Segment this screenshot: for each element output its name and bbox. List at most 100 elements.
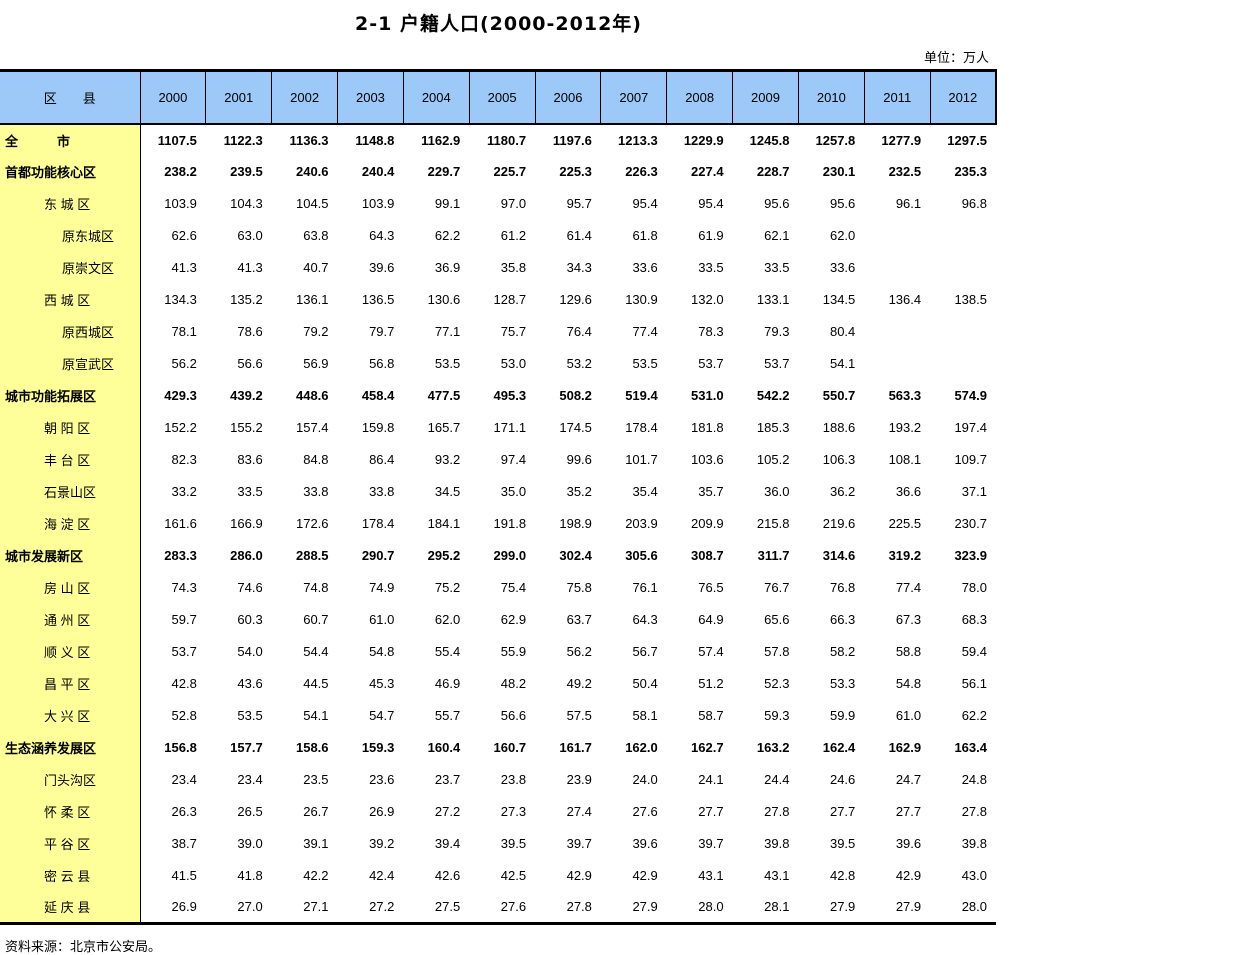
cell-value: 96.1: [895, 196, 922, 211]
cell-value: 132.0: [691, 292, 724, 307]
cell-value: 134.5: [822, 292, 856, 307]
cell-value: 80.4: [829, 324, 856, 339]
cell-value: 39.8: [764, 836, 790, 851]
row-label: 原东城区: [0, 219, 141, 252]
cell-value: 59.7: [171, 612, 197, 627]
cell-value: 52.8: [171, 708, 197, 723]
row-label: 全 市: [0, 123, 141, 156]
cell-value: 232.5: [888, 164, 922, 179]
cell-value: 27.2: [369, 899, 395, 915]
source-note: 资料来源：北京市公安局。: [5, 939, 162, 954]
cell-value: 495.3: [493, 388, 527, 403]
cell-value: 155.2: [230, 420, 263, 435]
cell-value: 62.2: [434, 228, 461, 243]
row-label: 首都功能核心区: [0, 155, 141, 188]
cell-value: 36.2: [829, 484, 856, 499]
cell-value: 56.7: [632, 644, 658, 659]
cell-value: 323.9: [954, 548, 987, 563]
cell-value: 76.4: [566, 324, 592, 339]
cell-value: 39.7: [698, 836, 724, 851]
cell-value: 163.2: [756, 740, 790, 755]
cell-value: 28.0: [961, 899, 987, 915]
cell-value: 54.1: [303, 708, 329, 723]
cell-value: 44.5: [303, 676, 329, 691]
cell-value: 54.1: [829, 356, 856, 371]
statistical-table-page: 2-1 户籍人口(2000-2012年) 单位：万人 区 县 2000 2001 2…: [0, 13, 997, 954]
cell-value: 162.7: [691, 740, 724, 755]
cell-value: 75.8: [566, 580, 592, 595]
cell-value: 93.2: [434, 452, 461, 467]
cell-value: 225.7: [493, 164, 527, 179]
cell-value: 36.6: [895, 484, 922, 499]
cell-value: 42.8: [829, 868, 856, 883]
cell-value: 1257.8: [815, 132, 856, 148]
cell-value: 56.8: [369, 356, 395, 371]
cell-value: 159.8: [361, 420, 395, 435]
cell-value: 62.1: [764, 228, 790, 243]
cell-value: 58.2: [829, 644, 856, 659]
row-label: 朝 阳 区: [0, 411, 141, 444]
cell-value: 215.8: [756, 516, 790, 531]
cell-value: 1107.5: [157, 132, 197, 148]
cell-value: 448.6: [295, 388, 329, 403]
cell-value: 230.7: [954, 516, 987, 531]
year-column-header: 2008: [666, 70, 733, 125]
cell-value: 101.7: [625, 452, 658, 467]
cell-value: 229.7: [427, 164, 461, 179]
cell-value: 429.3: [164, 388, 197, 403]
year-column-header: 2009: [732, 70, 799, 125]
table-row: 原崇文区 41.3 41.3 40.7 39.6 36.9 35.8 34.3 33.6 33.5…: [0, 251, 996, 284]
cell-value: 171.1: [493, 420, 527, 435]
cell-value: 24.6: [829, 772, 856, 787]
cell-value: 27.6: [632, 804, 658, 819]
cell-value: 27.7: [829, 804, 856, 819]
cell-value: 39.2: [369, 836, 395, 851]
cell-value: 42.9: [566, 868, 592, 883]
cell-value: 103.9: [164, 196, 197, 211]
cell-value: 97.0: [500, 196, 527, 211]
cell-value: 157.7: [230, 740, 263, 755]
cell-value: 550.7: [822, 388, 856, 403]
cell-value: 41.3: [237, 260, 263, 275]
cell-value: 58.7: [698, 708, 724, 723]
cell-value: 138.5: [954, 292, 987, 307]
cell-value: 299.0: [493, 548, 527, 563]
cell-value: 39.5: [500, 836, 527, 851]
cell-value: 27.8: [566, 899, 592, 915]
cell-value: 52.3: [764, 676, 790, 691]
cell-value: 56.9: [303, 356, 329, 371]
table-row: 延 庆 县 26.9 27.0 27.1 27.2 27.5 27.6 27.8 27.9 28.…: [0, 891, 996, 924]
cell-value: 181.8: [691, 420, 724, 435]
cell-value: 61.4: [566, 228, 592, 243]
cell-value: 161.6: [164, 516, 197, 531]
cell-value: 165.7: [427, 420, 461, 435]
cell-value: 27.8: [961, 804, 987, 819]
table-row: 生态涵养发展区 156.8 157.7 158.6 159.3 160.4 160.7 161…: [0, 731, 996, 764]
cell-value: 53.7: [698, 356, 724, 371]
cell-value: 188.6: [822, 420, 856, 435]
cell-value: 57.5: [566, 708, 592, 723]
cell-value: 105.2: [756, 452, 790, 467]
cell-value: 27.7: [698, 804, 724, 819]
cell-value: 574.9: [954, 388, 987, 403]
cell-value: 56.1: [961, 676, 987, 691]
year-column-header: 2003: [337, 70, 404, 125]
table-row: 海 淀 区 161.6 166.9 172.6 178.4 184.1 191.8 198.9…: [0, 507, 996, 540]
cell-value: 33.6: [829, 260, 856, 275]
cell-value: 178.4: [361, 516, 395, 531]
cell-value: 531.0: [691, 388, 724, 403]
row-label: 东 城 区: [0, 187, 141, 220]
cell-value: 563.3: [888, 388, 922, 403]
cell-value: 95.6: [764, 196, 790, 211]
cell-value: 45.3: [369, 676, 395, 691]
cell-value: 53.3: [829, 676, 856, 691]
cell-value: 83.6: [237, 452, 263, 467]
cell-value: 136.1: [295, 292, 329, 307]
cell-value: [930, 348, 996, 380]
row-label: 大 兴 区: [0, 699, 141, 732]
cell-value: 240.6: [295, 164, 329, 179]
cell-value: 34.3: [566, 260, 592, 275]
cell-value: 53.2: [566, 356, 592, 371]
header-row: 区 县 2000 2001 2002 2003 2004 2005 2006 2007 2008…: [0, 70, 997, 125]
cell-value: 53.7: [171, 644, 197, 659]
